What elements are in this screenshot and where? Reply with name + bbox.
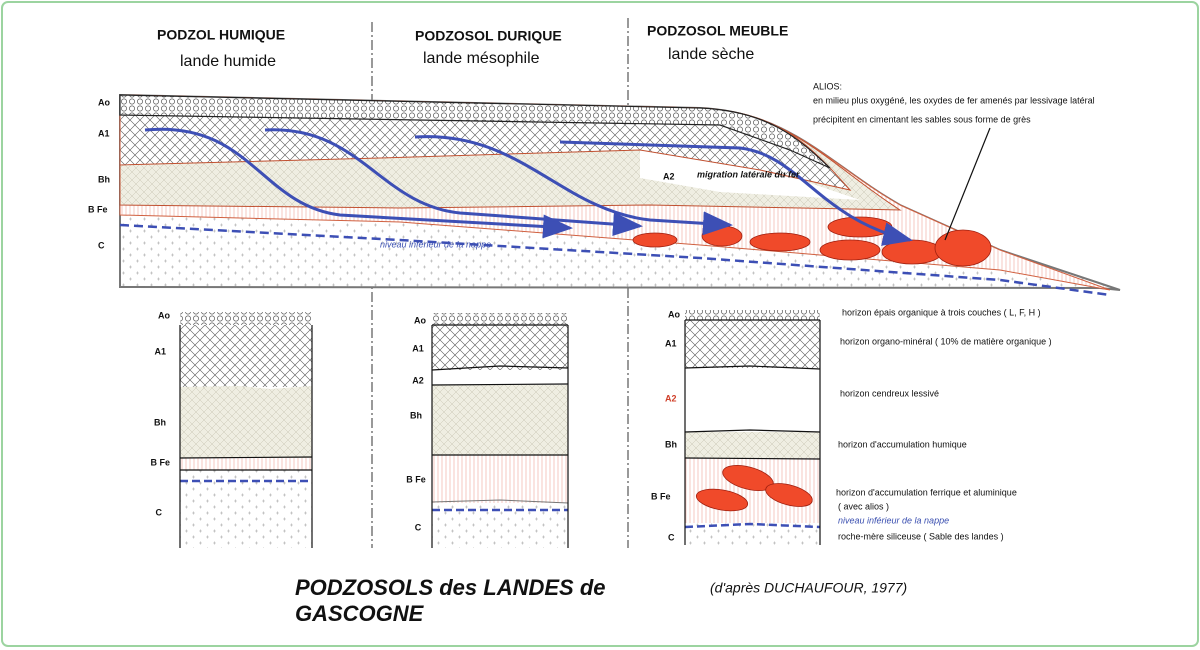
horizon-label: Ao <box>414 315 426 325</box>
horizon-description: horizon d'accumulation ferrique et alumi… <box>836 487 1017 497</box>
horizon-label: Bh <box>665 439 677 449</box>
horizon-label: C <box>98 240 105 250</box>
alios-concretions <box>632 216 992 267</box>
column-subtitle: lande humide <box>180 53 276 70</box>
alios-title: ALIOS: <box>813 81 842 91</box>
profile <box>684 310 821 545</box>
horizon-description: horizon d'accumulation humique <box>838 439 967 449</box>
horizon-label: Ao <box>668 309 680 319</box>
horizon-label: C <box>415 522 422 532</box>
horizon-label: Bh <box>410 410 422 420</box>
horizon-description: roche-mère siliceuse ( Sable des landes … <box>838 531 1004 541</box>
horizon-label: C <box>668 532 675 542</box>
horizon-ao <box>119 94 831 169</box>
cross-section <box>119 93 1121 297</box>
title: GASCOGNE <box>295 601 425 626</box>
horizon-label: Ao <box>158 310 170 320</box>
water-table-line <box>119 223 1111 297</box>
horizon-label: Bh <box>98 174 110 184</box>
horizon-label: A2 <box>412 375 424 385</box>
alios-text: précipitent en cimentant les sables sous… <box>813 114 1031 124</box>
source: (d'après DUCHAUFOUR, 1977) <box>710 580 907 596</box>
water-table-label: niveau inférieur de la nappe <box>838 515 949 525</box>
horizon-description: horizon épais organique à trois couches … <box>842 307 1041 317</box>
horizon-description: horizon cendreux lessivé <box>840 388 939 398</box>
horizon-description: ( avec alios ) <box>838 501 889 511</box>
title: PODZOSOLS des LANDES de <box>295 575 606 600</box>
horizon-label: A1 <box>412 343 424 353</box>
horizon-label: A1 <box>98 128 110 138</box>
horizon-a2 <box>640 150 860 200</box>
a2-label: A2 <box>663 171 675 181</box>
alios-text: en milieu plus oxygéné, les oxydes de fe… <box>813 95 1095 105</box>
horizon-label: A1 <box>665 338 677 348</box>
water-table-label: niveau inférieur de la nappe <box>380 239 491 249</box>
migration-label: migration latérale du fer <box>697 169 800 179</box>
horizon-description: horizon organo-minéral ( 10% de matière … <box>840 336 1052 346</box>
horizon-label: C <box>156 507 163 517</box>
horizon-label: Ao <box>98 97 110 107</box>
profile <box>179 312 313 548</box>
horizon-label: B Fe <box>651 491 671 501</box>
horizon-label: A1 <box>154 346 166 356</box>
horizon-label: Bh <box>154 417 166 427</box>
column-subtitle: lande sèche <box>668 46 754 63</box>
column-title: PODZOSOL MEUBLE <box>647 23 788 39</box>
column-title: PODZOSOL DURIQUE <box>415 28 562 44</box>
horizon-label: A2 <box>665 393 677 403</box>
horizon-label: B Fe <box>406 474 426 484</box>
flow-arrows <box>144 127 913 246</box>
profile <box>431 313 569 548</box>
column-title: PODZOL HUMIQUE <box>157 27 285 43</box>
horizon-label: B Fe <box>150 457 170 467</box>
column-subtitle: lande mésophile <box>423 50 540 67</box>
horizon-label: B Fe <box>88 204 108 214</box>
